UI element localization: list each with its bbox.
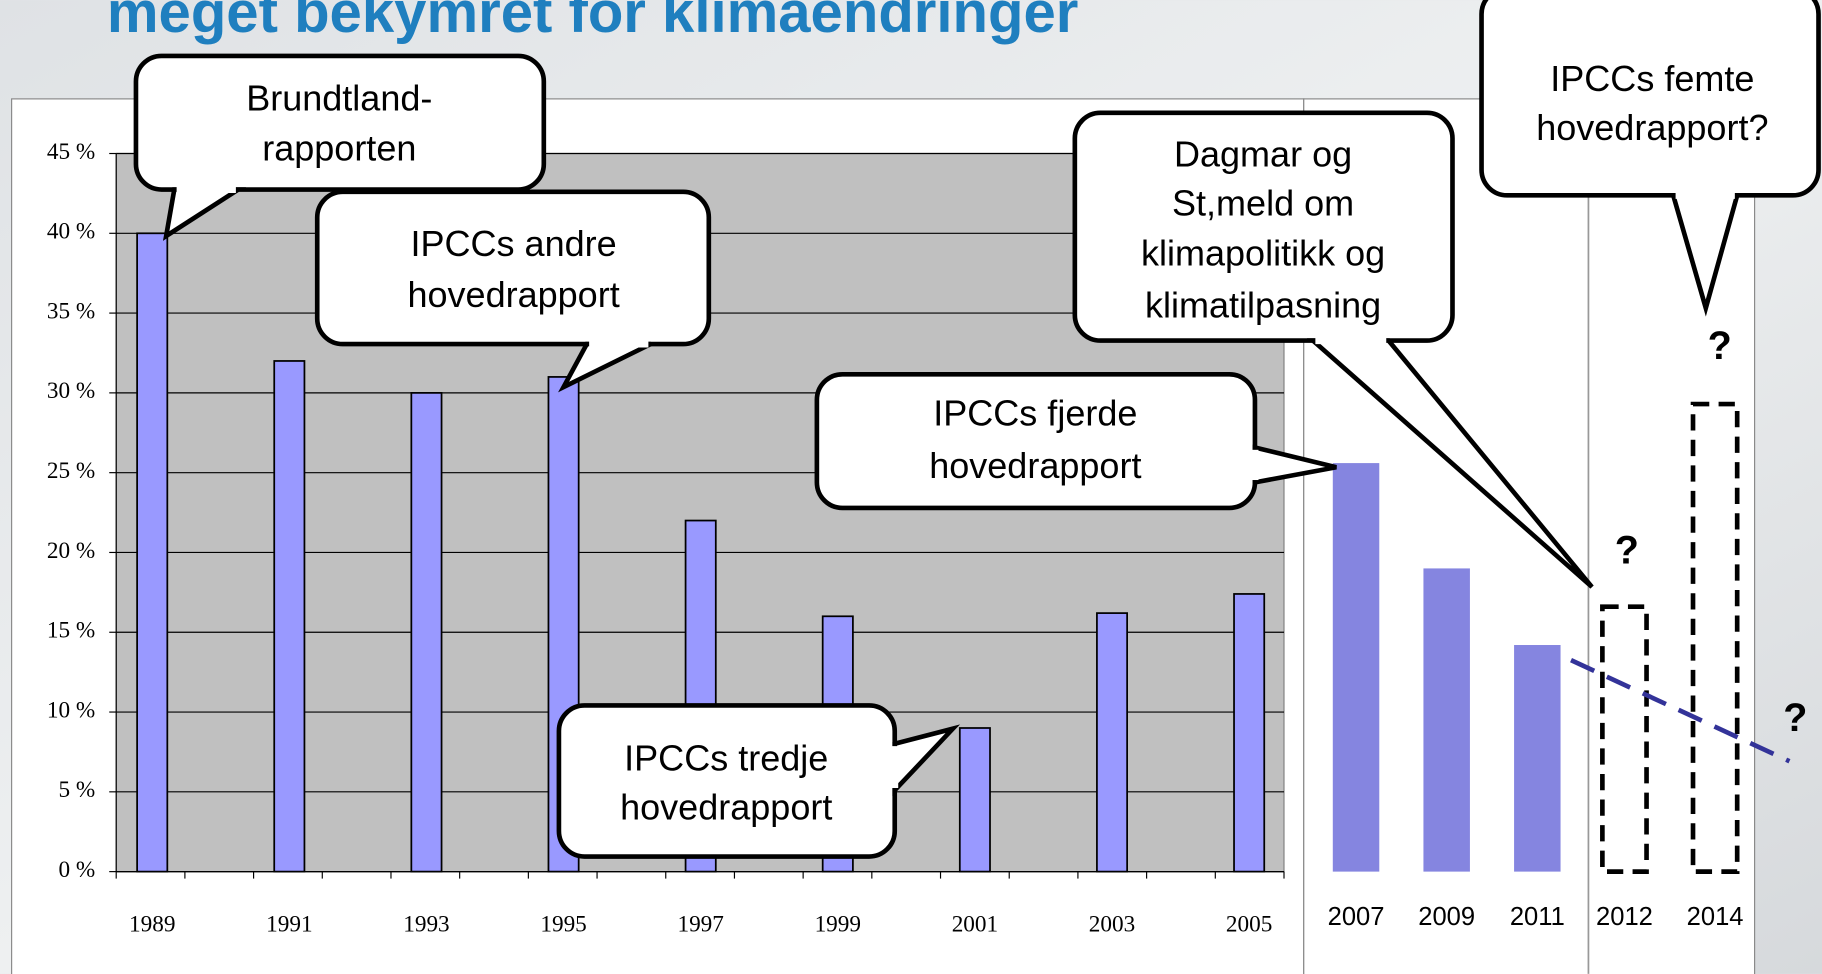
- question-mark: ?: [1708, 324, 1732, 368]
- y-tick-label: 35 %: [47, 298, 95, 324]
- callout-box: [314, 189, 712, 347]
- trend-line: [1570, 658, 1791, 764]
- y-tick-label: 15 %: [47, 618, 95, 644]
- x-tick-label: 1997: [677, 912, 723, 938]
- x-tick-label: 2011: [1510, 903, 1565, 931]
- callout-box: [1072, 110, 1455, 343]
- x-tick-label: 2001: [952, 912, 998, 938]
- bar: [958, 727, 991, 873]
- callout-text: IPCCs andre: [411, 223, 617, 264]
- bar: [1332, 463, 1380, 872]
- page-title: meget bekymret for klimaendringer: [107, 0, 1079, 45]
- y-tick-label: 5 %: [59, 777, 96, 803]
- callout-text: St,meld om: [1172, 182, 1354, 223]
- x-tick-label: 2003: [1089, 912, 1135, 938]
- callout-text: IPCCs femte: [1550, 58, 1754, 99]
- callout-text: klimapolitikk og: [1141, 232, 1385, 273]
- x-tick-label: 1991: [266, 912, 312, 938]
- bar: [1423, 568, 1470, 872]
- y-tick-label: 25 %: [47, 458, 95, 484]
- question-mark: ?: [1783, 696, 1807, 740]
- question-mark: ?: [1615, 529, 1639, 573]
- bar: [273, 360, 306, 873]
- x-tick-label: 2007: [1328, 903, 1385, 931]
- x-tick-label: 2009: [1418, 903, 1475, 931]
- x-tick-label: 2005: [1226, 912, 1272, 938]
- bar: [1096, 612, 1129, 873]
- y-tick-label: 30 %: [47, 378, 95, 404]
- bar: [410, 392, 443, 873]
- callout-box: [814, 371, 1258, 511]
- x-tick-label: 1993: [403, 912, 449, 938]
- y-tick-label: 20 %: [47, 538, 95, 564]
- callout-box: [1479, 0, 1821, 198]
- callout-text: Brundtland-: [246, 78, 432, 119]
- callout-box: [133, 53, 547, 192]
- callout-text: hovedrapport: [407, 274, 619, 315]
- x-tick-label: 1989: [129, 912, 175, 938]
- bar: [136, 232, 169, 873]
- x-tick-label: 2012: [1596, 903, 1653, 931]
- y-tick-label: 0 %: [59, 857, 96, 883]
- y-tick-label: 45 %: [47, 139, 95, 165]
- callout-text: rapporten: [262, 128, 416, 169]
- x-tick-label: 1995: [540, 912, 586, 938]
- y-tick-label: 40 %: [47, 219, 95, 245]
- callout-text: IPCCs fjerde: [933, 393, 1137, 434]
- bar: [1514, 645, 1561, 872]
- callout-text: Dagmar og: [1174, 134, 1352, 175]
- callout-text: klimatilpasning: [1145, 285, 1381, 326]
- y-tick-label: 10 %: [47, 697, 95, 723]
- bar: [1233, 593, 1266, 873]
- callouts: Brundtland-rapporten IPCCs andre hovedrapp…: [133, 0, 1821, 859]
- x-tick-label: 2014: [1687, 903, 1744, 931]
- callout-text: IPCCs tredje: [624, 738, 828, 779]
- callout-box: [556, 703, 898, 859]
- x-tick-label: 1999: [815, 912, 861, 938]
- callout-text: hovedrapport: [929, 445, 1141, 486]
- callout-text: hovedrapport?: [1536, 107, 1768, 148]
- callout-text: hovedrapport: [620, 787, 832, 828]
